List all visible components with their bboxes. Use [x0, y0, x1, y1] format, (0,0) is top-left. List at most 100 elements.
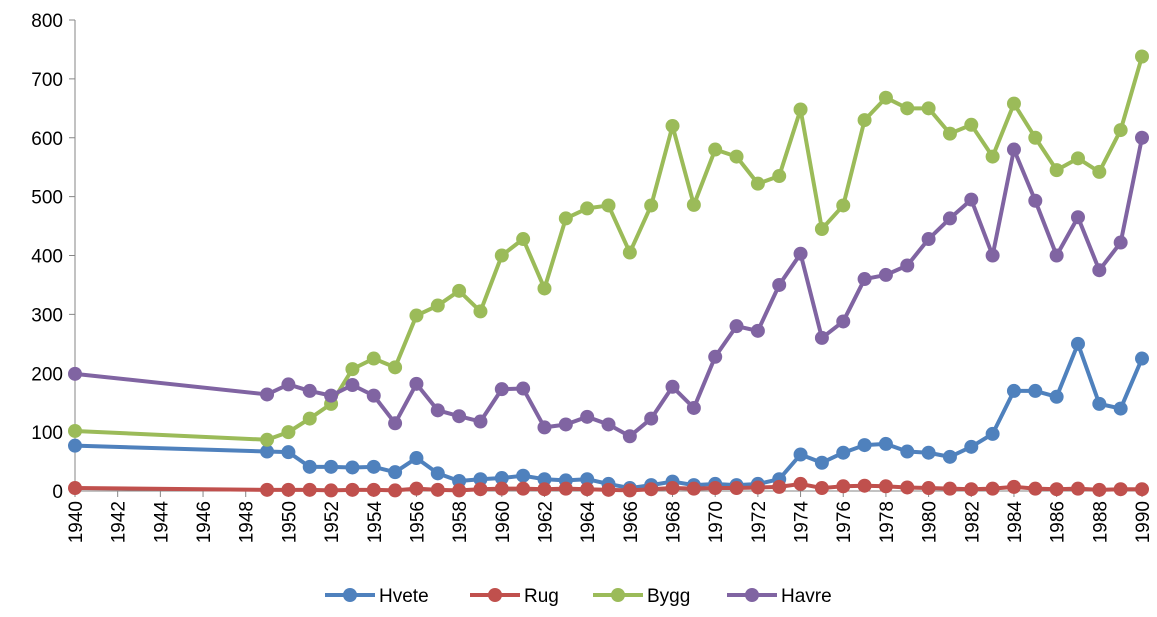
x-tick-label: 1976 — [834, 501, 855, 543]
point — [921, 445, 936, 460]
point — [366, 351, 381, 366]
point — [452, 483, 467, 498]
point — [814, 222, 829, 237]
point — [580, 409, 595, 424]
x-tick-label: 1990 — [1133, 501, 1154, 543]
point — [1028, 130, 1043, 145]
legend-marker — [611, 588, 625, 602]
x-tick-label: 1974 — [792, 501, 813, 544]
legend-marker — [745, 588, 759, 602]
point — [473, 482, 488, 497]
point — [473, 472, 488, 487]
point — [1006, 479, 1021, 494]
x-tick-label: 1964 — [578, 501, 599, 544]
point — [772, 277, 787, 292]
point — [430, 403, 445, 418]
point — [1135, 49, 1149, 64]
point — [1049, 389, 1064, 404]
point — [814, 330, 829, 345]
point — [836, 445, 851, 460]
x-tick-label: 1978 — [877, 501, 898, 543]
series-line — [74, 341, 1144, 491]
point — [900, 258, 915, 273]
point — [900, 480, 915, 495]
point — [580, 472, 595, 487]
legend-marker — [343, 588, 357, 602]
point — [1092, 396, 1107, 411]
point — [1049, 248, 1064, 263]
point — [302, 411, 317, 426]
point — [1049, 482, 1064, 497]
x-tick-label: 1984 — [1005, 501, 1026, 544]
point — [622, 429, 637, 444]
point — [644, 411, 659, 426]
point — [644, 482, 659, 497]
point — [494, 248, 509, 263]
point — [921, 481, 936, 496]
x-tick-label: 1948 — [237, 501, 258, 543]
point — [729, 481, 744, 496]
x-tick-label: 1956 — [407, 501, 428, 543]
point — [1092, 482, 1107, 497]
point — [729, 319, 744, 334]
point — [430, 482, 445, 497]
point — [772, 479, 787, 494]
point — [622, 245, 637, 260]
point — [302, 482, 317, 497]
x-tick-label: 1968 — [664, 501, 685, 543]
point — [409, 376, 424, 391]
point — [921, 101, 936, 116]
point — [324, 459, 339, 474]
point — [601, 482, 616, 497]
y-tick-label: 700 — [31, 70, 63, 91]
point — [324, 483, 339, 498]
point — [430, 466, 445, 481]
legend-label: Havre — [781, 586, 832, 607]
point — [750, 176, 765, 191]
point — [857, 478, 872, 493]
point — [942, 449, 957, 464]
point — [1135, 130, 1149, 145]
point — [537, 420, 552, 435]
x-tick-label: 1958 — [450, 501, 471, 543]
point — [1028, 481, 1043, 496]
point — [942, 481, 957, 496]
point — [1113, 401, 1128, 416]
point — [708, 481, 723, 496]
point — [601, 198, 616, 213]
point — [302, 383, 317, 398]
point — [68, 423, 82, 438]
point — [665, 481, 680, 496]
point — [580, 482, 595, 497]
point — [1113, 123, 1128, 138]
point — [281, 425, 296, 440]
point — [1006, 142, 1021, 157]
point — [1092, 164, 1107, 179]
point — [750, 480, 765, 495]
point — [537, 281, 552, 296]
point — [516, 468, 531, 483]
point — [260, 432, 275, 447]
y-tick-label: 0 — [52, 482, 63, 503]
point — [900, 101, 915, 116]
legend-label: Bygg — [647, 586, 690, 607]
point — [345, 460, 360, 475]
point — [452, 283, 467, 298]
legend-label: Hvete — [379, 586, 429, 607]
x-tick-label: 1950 — [279, 501, 300, 543]
point — [1135, 482, 1149, 497]
point — [409, 481, 424, 496]
y-tick-label: 600 — [31, 129, 63, 150]
point — [793, 447, 808, 462]
x-tick-label: 1960 — [493, 501, 514, 543]
point — [985, 149, 1000, 164]
x-tick-label: 1946 — [194, 501, 215, 543]
point — [601, 417, 616, 432]
point — [942, 126, 957, 141]
point — [388, 416, 403, 431]
point — [1070, 210, 1085, 225]
point — [388, 360, 403, 375]
point — [1070, 151, 1085, 166]
point — [302, 459, 317, 474]
point — [260, 482, 275, 497]
